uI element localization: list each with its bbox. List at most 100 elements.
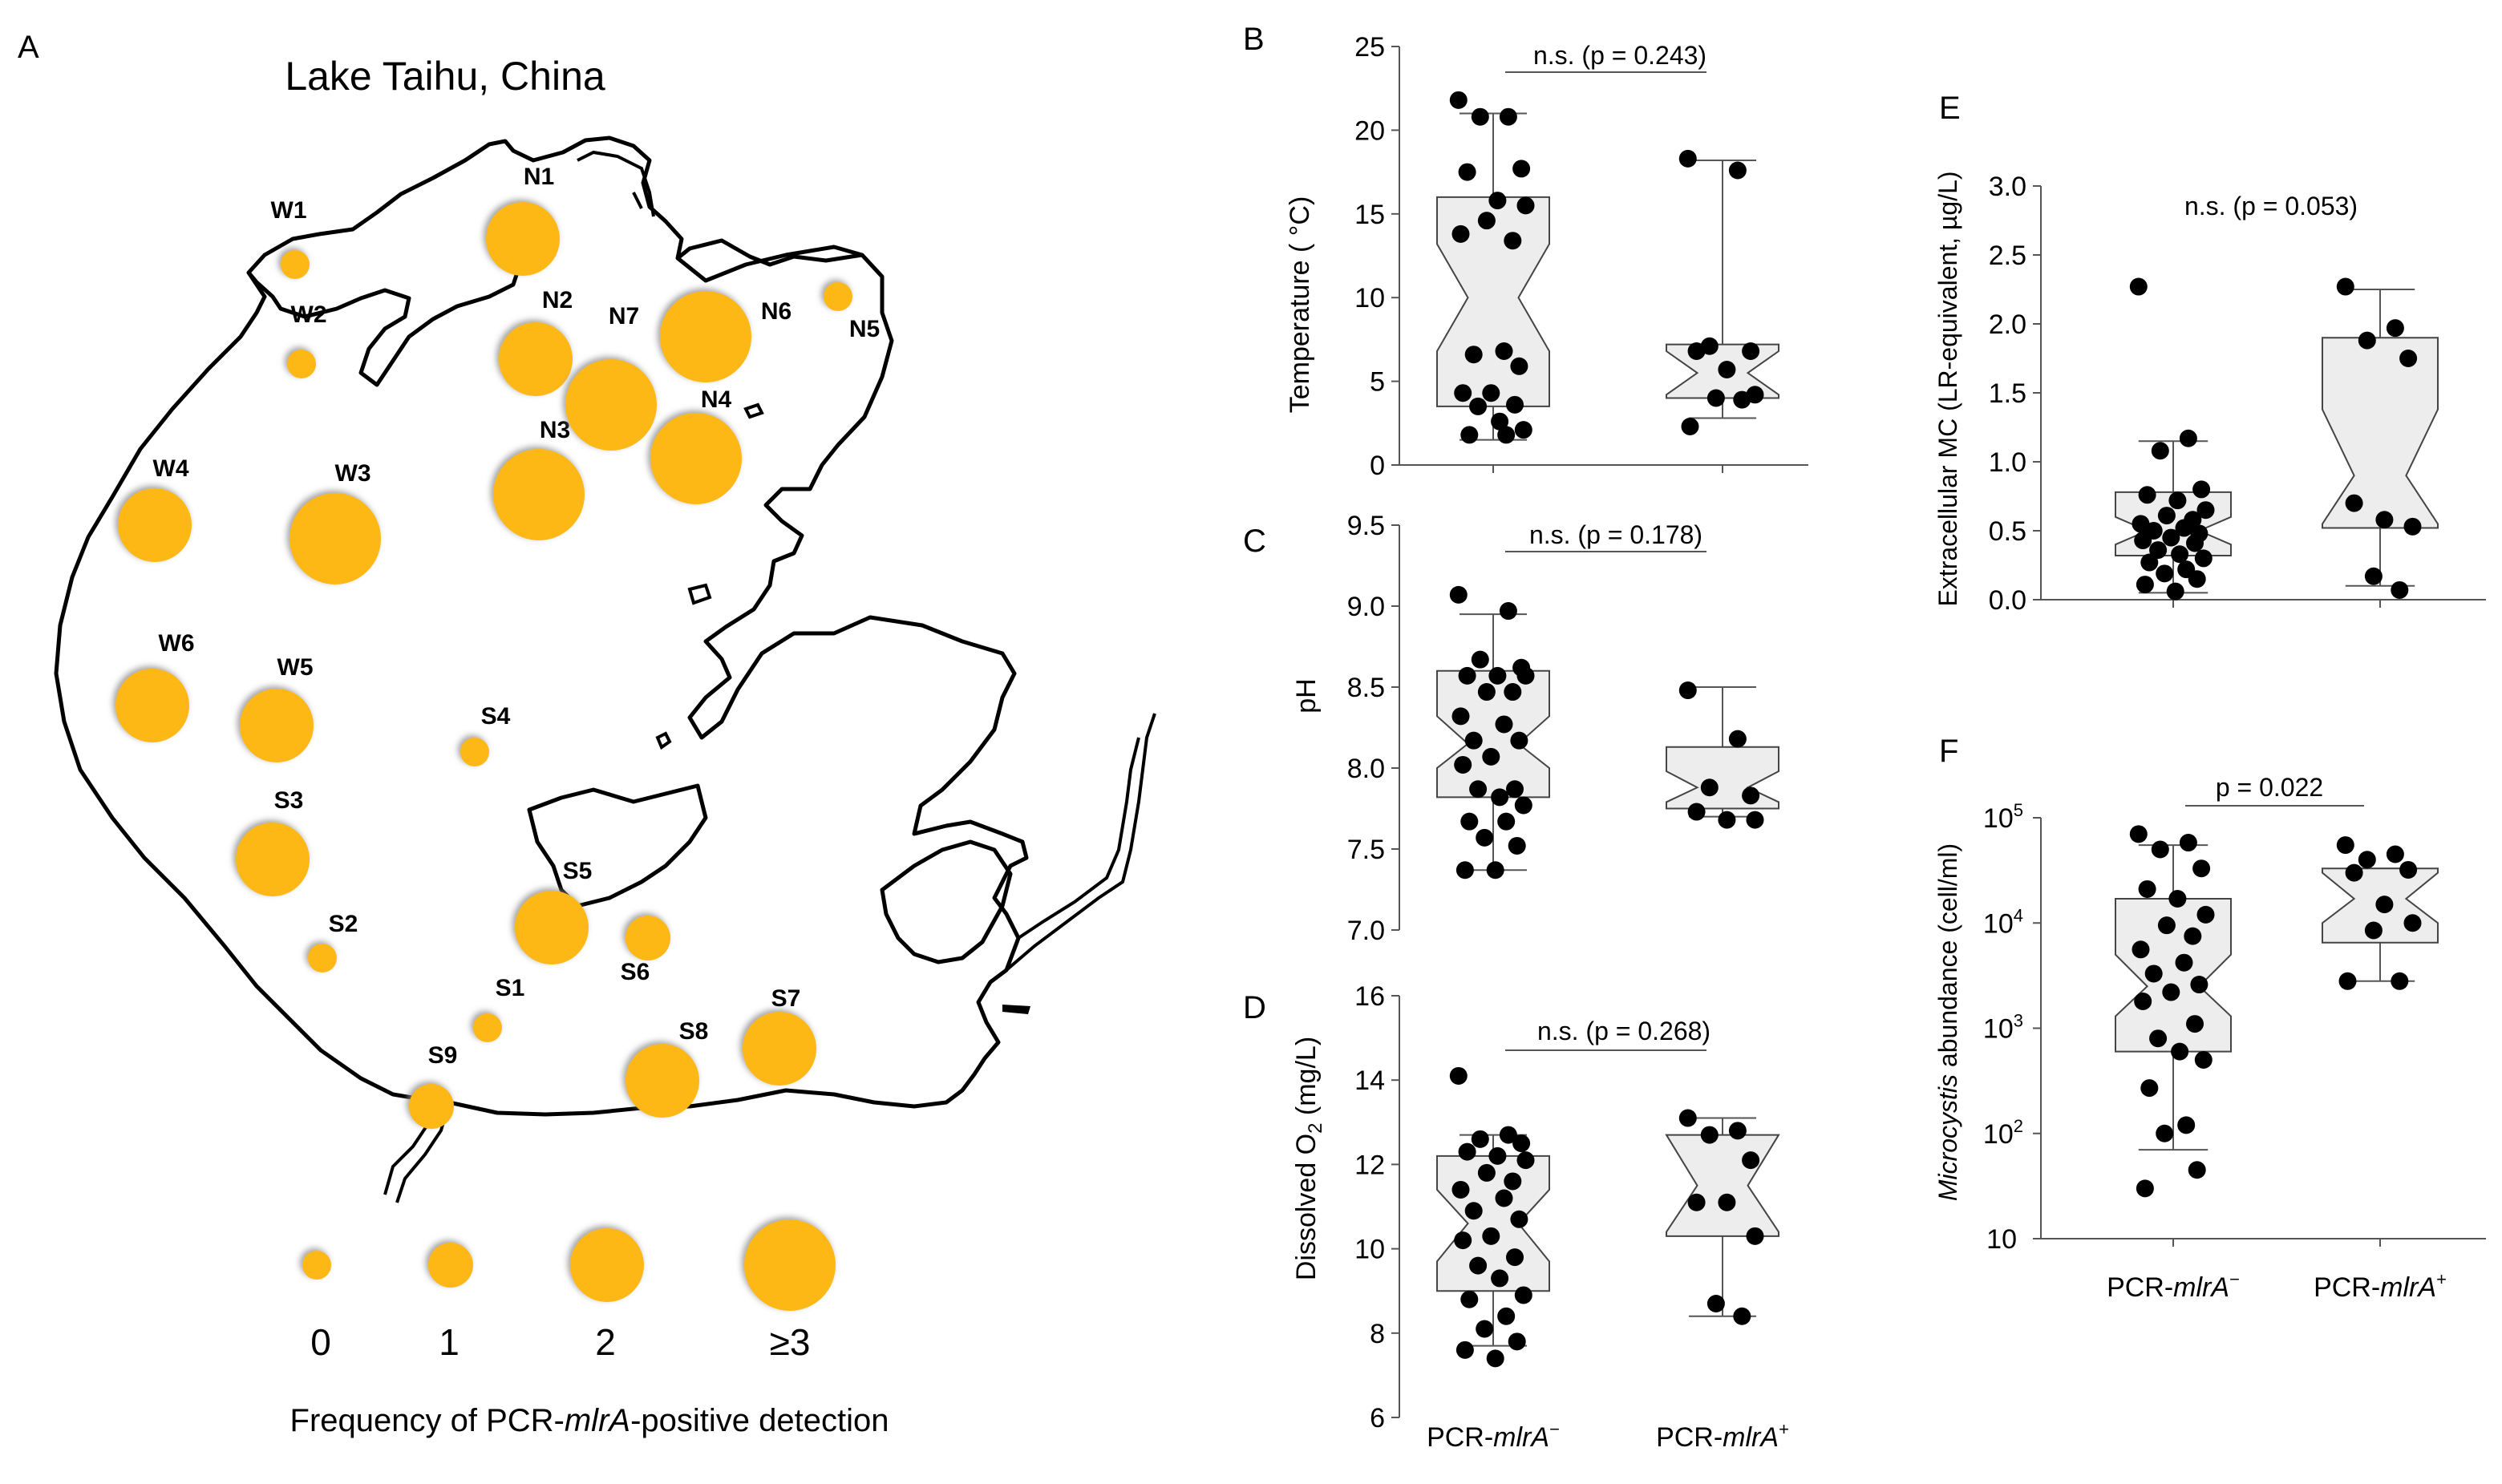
data-point: [1733, 390, 1751, 409]
y-tick-exp: 2: [2014, 1116, 2023, 1136]
data-point: [1504, 1172, 1522, 1191]
data-point: [1469, 1256, 1488, 1275]
data-point: [1746, 1227, 1764, 1245]
lake-river-north: [577, 150, 655, 217]
y-tick-exp: 5: [2014, 800, 2023, 820]
site-bubble-n1: [486, 202, 560, 276]
data-point: [1706, 389, 1725, 407]
lake-river-east: [1005, 713, 1156, 972]
legend-title-gene: mlrA: [565, 1403, 630, 1438]
data-point: [2129, 277, 2148, 296]
data-point: [2364, 921, 2383, 940]
lake-inlet-west: [247, 271, 520, 387]
site-label-w4: W4: [153, 455, 189, 482]
xlabel-neg-bcd: PCR-mlrA−: [1427, 1419, 1560, 1453]
panel-d-annotation: n.s. (p = 0.268): [1537, 1017, 1711, 1045]
data-point: [1471, 650, 1489, 669]
data-point: [2196, 905, 2215, 924]
data-point: [1510, 357, 1528, 375]
data-point: [2358, 851, 2376, 869]
data-point: [1497, 426, 1516, 444]
data-point: [1497, 812, 1516, 831]
site-label-s7: S7: [771, 985, 801, 1012]
site-label-w2: W2: [291, 301, 327, 328]
panel-e-mc: E Extracellular MC (LR-equivalent, µg/L)…: [1933, 91, 2486, 616]
site-label-s6: S6: [621, 959, 650, 985]
data-point: [2138, 879, 2156, 898]
y-tick-label: 20: [1354, 115, 1385, 146]
panel-label-c: C: [1243, 524, 1266, 559]
data-point: [1510, 1210, 1528, 1228]
data-point: [2134, 992, 2152, 1010]
y-tick-label: 8.5: [1347, 673, 1385, 703]
data-point: [1471, 1130, 1489, 1148]
box-0: [2115, 898, 2232, 1053]
legend-title-suffix: -positive detection: [630, 1403, 889, 1438]
data-point: [2171, 1042, 2189, 1061]
site-label-n3: N3: [540, 417, 570, 443]
lake-peninsula-east: [880, 839, 1013, 964]
data-point: [1451, 1180, 1470, 1199]
data-point: [2186, 534, 2204, 552]
data-point: [1451, 707, 1470, 726]
legend-label-2: 2: [595, 1321, 616, 1363]
data-point: [1508, 836, 1526, 855]
panel-label-b: B: [1243, 22, 1265, 57]
data-point: [2188, 1161, 2206, 1179]
data-point: [1728, 161, 1747, 180]
y-tick-label: 7.5: [1347, 835, 1385, 865]
data-point: [2192, 480, 2211, 499]
data-point: [2192, 859, 2211, 878]
panel-b-annotation: n.s. (p = 0.243): [1533, 41, 1706, 70]
data-point: [1506, 395, 1524, 414]
xlabel-neg-f-gene: mlrA: [2173, 1272, 2229, 1303]
y-tick-label: 8.0: [1347, 754, 1385, 784]
y-tick-label: 15: [1354, 200, 1385, 230]
y-tick-label: 1.0: [1989, 447, 2026, 478]
y-tick-label: 0.0: [1989, 585, 2026, 616]
site-label-n2: N2: [542, 287, 573, 313]
xlabel-neg-bcd-sup: −: [1549, 1419, 1560, 1439]
site-label-n5: N5: [849, 316, 880, 342]
y-tick-label: 14: [1354, 1065, 1385, 1096]
data-point: [2138, 486, 2156, 504]
data-point: [2391, 580, 2409, 599]
data-point: [1455, 1340, 1474, 1359]
site-label-w6: W6: [159, 630, 195, 657]
site-bubble-w4: [118, 488, 192, 562]
lake-river-marker: [1002, 1005, 1030, 1014]
site-bubble-n4: [650, 413, 742, 504]
y-tick-label: 10: [1354, 1235, 1385, 1265]
panel-d-ylabel: Dissolved O2 (mg/L): [1291, 1037, 1326, 1280]
lake-island-3: [655, 731, 672, 750]
data-point: [1464, 731, 1483, 750]
panel-d-ylabel-sub: 2: [1305, 1123, 1326, 1134]
xlabel-pos-f: PCR-mlrA+: [2314, 1269, 2447, 1303]
panel-label-f: F: [1939, 734, 1958, 769]
data-point: [2364, 567, 2383, 585]
panel-c-ylabel: pH: [1291, 678, 1322, 713]
data-point: [2168, 491, 2187, 510]
legend-bubbles: [302, 1219, 836, 1311]
data-point: [2386, 845, 2404, 863]
site-label-n7: N7: [609, 303, 639, 330]
data-point: [1514, 421, 1532, 439]
data-point: [1454, 1231, 1472, 1250]
legend-label-1: 1: [439, 1321, 460, 1363]
data-point: [1495, 1189, 1513, 1207]
site-bubble-s1: [473, 1013, 502, 1042]
data-point: [1488, 1146, 1507, 1165]
data-point: [1495, 342, 1513, 361]
site-label-s4: S4: [481, 703, 511, 730]
site-bubble-s3: [236, 823, 310, 896]
panel-f-ylabel: Microcystis abundance (cell/ml): [1933, 843, 1962, 1201]
site-bubble-s7: [743, 1012, 816, 1086]
y-tick-base: 10: [1983, 1014, 2014, 1045]
data-point: [1458, 666, 1476, 685]
legend-bubble-1: [428, 1243, 473, 1288]
site-label-s8: S8: [679, 1018, 709, 1045]
data-point: [1514, 1286, 1532, 1304]
y-tick-label: 103: [1983, 1011, 2023, 1045]
site-label-w1: W1: [271, 197, 307, 224]
data-point: [2399, 860, 2418, 879]
